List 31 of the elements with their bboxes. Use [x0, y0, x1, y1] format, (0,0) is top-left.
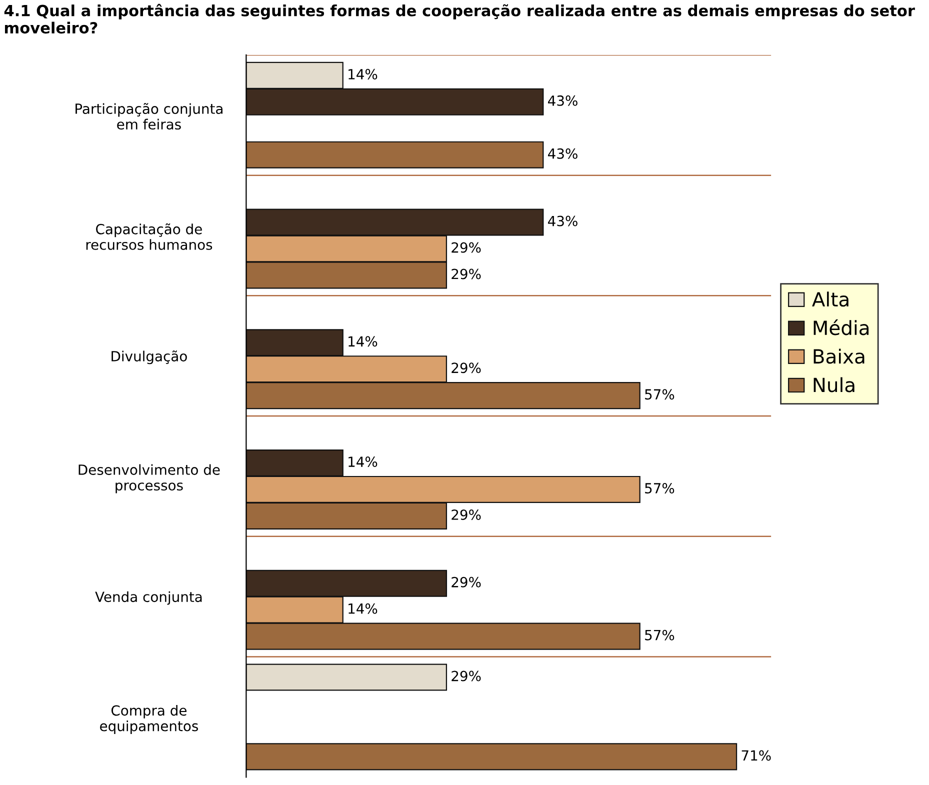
- chart-title: 4.1 Qual a importância das seguintes formas de cooperação realizada entre as demais empresas do setor moveleiro?: [4, 4, 915, 34]
- y-tick-label: Divulgação: [112, 350, 187, 364]
- data-label: 29%: [452, 362, 481, 374]
- y-tick-label: Participação conjunta em feiras: [76, 103, 222, 130]
- y-tick-label: Venda conjunta: [95, 591, 202, 605]
- data-label: 14%: [348, 456, 378, 468]
- data-label: 71%: [742, 750, 771, 761]
- data-label: 57%: [645, 630, 674, 640]
- data-label: 14%: [348, 68, 378, 80]
- legend-label: Alta: [812, 292, 848, 307]
- data-label: 29%: [452, 242, 481, 253]
- data-label: 29%: [452, 670, 481, 682]
- data-label: 43%: [548, 216, 578, 226]
- data-label: 14%: [348, 603, 378, 614]
- bar: [246, 743, 738, 770]
- bar: [246, 664, 448, 691]
- data-label: 57%: [645, 389, 674, 400]
- y-tick-label: Desenvolvimento de processos: [78, 464, 220, 494]
- y-tick-label: Compra de equipamentos: [100, 704, 198, 734]
- data-label: 29%: [452, 576, 481, 588]
- legend-label: Nula: [814, 377, 854, 392]
- legend-label: Baixa: [814, 348, 864, 364]
- data-label: 14%: [348, 336, 378, 347]
- data-label: 43%: [548, 148, 578, 159]
- legend-label: Média: [814, 319, 869, 336]
- data-label: 57%: [645, 483, 674, 494]
- y-tick-label: Capacitação de recursos humanos: [86, 223, 212, 250]
- data-label: 43%: [548, 95, 578, 106]
- bar: [246, 141, 544, 168]
- data-label: 29%: [452, 268, 481, 280]
- data-label: 29%: [452, 509, 481, 520]
